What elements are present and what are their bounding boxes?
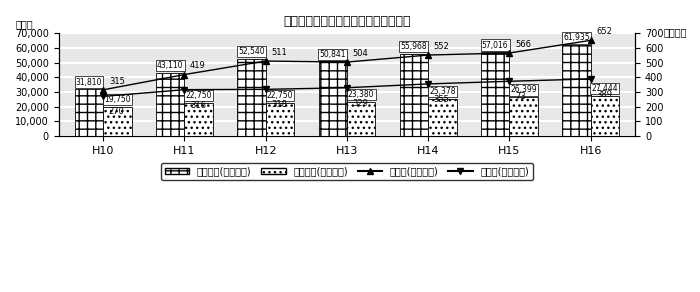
Text: 26,399: 26,399	[510, 86, 537, 95]
Legend: 貸与人員(修士課程), 貸与人員(博士課程), 事業費(修士課程), 事業費(博士課程): 貸与人員(修士課程), 貸与人員(博士課程), 事業費(修士課程), 事業費(博…	[161, 163, 533, 180]
Bar	[75, 89, 104, 136]
Bar	[237, 59, 266, 136]
Bar	[156, 73, 185, 136]
Bar	[185, 102, 213, 136]
Text: 43,110: 43,110	[157, 61, 183, 70]
Text: 55,968: 55,968	[400, 42, 427, 51]
Text: 552: 552	[434, 42, 449, 51]
Bar	[591, 96, 619, 136]
Bar	[510, 97, 538, 136]
Bar	[562, 45, 591, 136]
Text: 50,841: 50,841	[319, 50, 346, 59]
Text: 57,016: 57,016	[482, 41, 508, 50]
Bar	[318, 61, 347, 136]
Y-axis label: （人）: （人）	[15, 19, 33, 29]
Text: 329: 329	[353, 99, 368, 108]
Text: 511: 511	[272, 48, 287, 57]
Text: 316: 316	[190, 101, 206, 110]
Text: 27,444: 27,444	[592, 84, 618, 93]
Text: 318: 318	[272, 100, 287, 110]
Text: 19,750: 19,750	[104, 95, 131, 104]
Title: 奨学金事業の貸与人員、事業費の推移: 奨学金事業の貸与人員、事業費の推移	[284, 15, 411, 28]
Bar	[266, 102, 294, 136]
Text: 25,378: 25,378	[429, 87, 456, 96]
Text: 22,750: 22,750	[267, 91, 293, 100]
Text: 566: 566	[515, 40, 531, 49]
Bar	[400, 54, 428, 136]
Text: 73: 73	[515, 92, 526, 101]
Text: 270: 270	[108, 107, 125, 117]
Y-axis label: （億円）: （億円）	[664, 27, 687, 37]
Text: 389: 389	[596, 90, 612, 99]
Bar	[481, 52, 510, 136]
Bar	[347, 102, 375, 136]
Text: 52,540: 52,540	[238, 47, 265, 56]
Text: 31,810: 31,810	[76, 78, 102, 86]
Text: 419: 419	[190, 61, 206, 70]
Bar	[104, 107, 132, 136]
Text: 315: 315	[108, 77, 125, 86]
Text: 23,380: 23,380	[348, 90, 374, 99]
Text: 22,750: 22,750	[186, 91, 212, 100]
Text: 355: 355	[434, 95, 449, 104]
Text: 61,935: 61,935	[563, 33, 589, 42]
Text: 652: 652	[596, 27, 612, 36]
Text: 504: 504	[353, 49, 368, 58]
Bar	[428, 99, 456, 136]
